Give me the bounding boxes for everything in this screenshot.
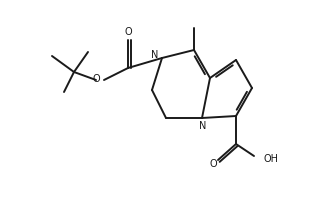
Text: O: O <box>92 74 100 84</box>
Text: N: N <box>199 121 207 131</box>
Text: O: O <box>209 159 217 169</box>
Text: N: N <box>151 50 159 60</box>
Text: O: O <box>124 27 132 37</box>
Text: OH: OH <box>264 154 279 164</box>
